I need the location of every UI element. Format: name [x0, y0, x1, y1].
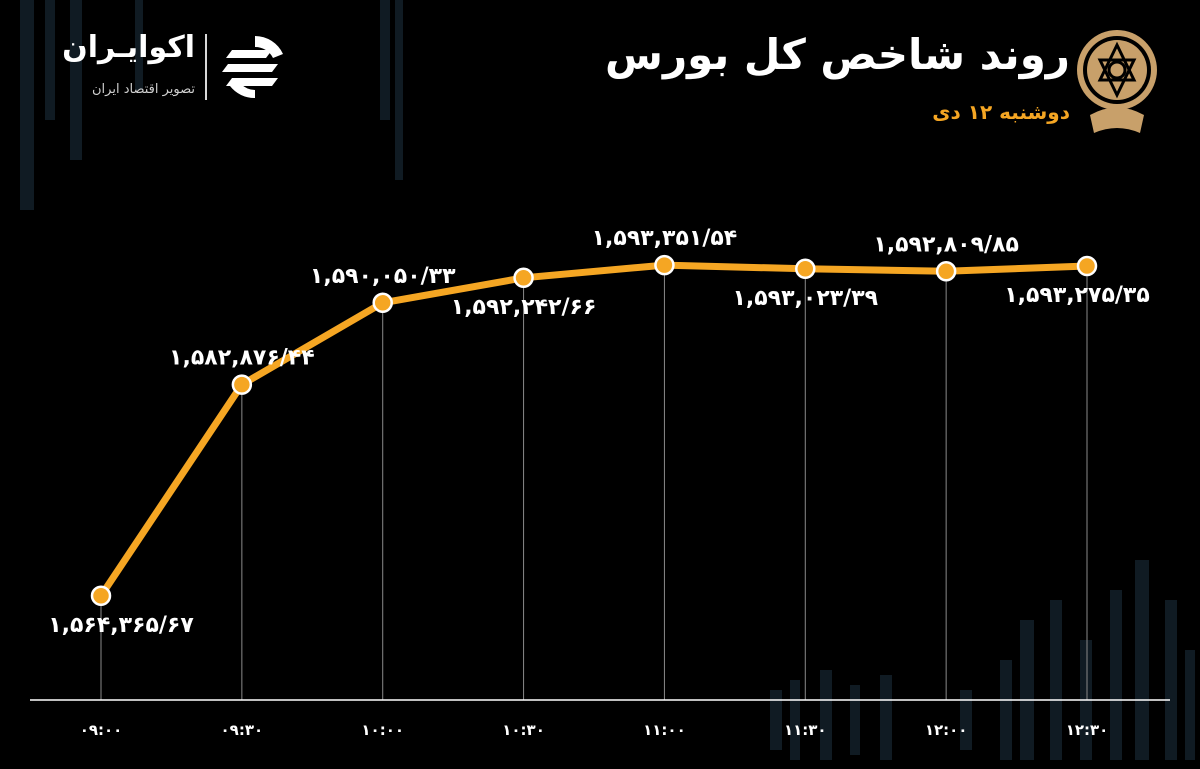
brand-mark-icon	[222, 36, 283, 99]
vertical-guides	[100, 265, 1088, 700]
data-labels: ۱,۵۶۴,۳۶۵/۶۷ ۱,۵۸۲,۸۷۶/۴۴ ۱,۵۹۰,۰۵۰/۳۳ ۱,۵۹…	[48, 226, 1150, 638]
brand-tagline: تصویر اقتصاد ایران	[92, 82, 195, 97]
data-label: ۱,۵۹۰,۰۵۰/۳۳	[310, 264, 456, 289]
data-point	[513, 267, 534, 289]
x-tick-label: ۱۱:۰۰	[643, 721, 686, 739]
data-point	[795, 258, 816, 280]
data-point	[231, 374, 253, 395]
background-bar	[1165, 600, 1177, 760]
brand-logo: اکوایـران تصویر اقتصاد ایران	[40, 30, 300, 110]
background-bar	[20, 0, 34, 210]
background-bar	[1110, 590, 1122, 760]
x-tick-label: ۰۹:۳۰	[221, 721, 264, 739]
data-point	[90, 585, 112, 607]
data-point	[654, 254, 675, 276]
brand-divider	[205, 34, 207, 100]
stock-exchange-seal-icon	[1077, 30, 1157, 133]
data-label: ۱,۵۹۳,۰۲۳/۳۹	[732, 286, 878, 311]
background-bar	[135, 0, 143, 90]
background-bar	[1185, 650, 1195, 760]
background-bar	[960, 690, 972, 750]
background-bar	[45, 0, 55, 120]
background-bar	[880, 675, 892, 760]
x-tick-label: ۱۰:۰۰	[361, 721, 404, 739]
data-label: ۱,۵۸۲,۸۷۶/۴۴	[169, 346, 315, 371]
background-bar	[770, 690, 782, 750]
x-tick-label: ۱۱:۳۰	[784, 721, 827, 739]
data-label: ۱,۵۹۳,۲۷۵/۳۵	[1004, 283, 1150, 308]
x-tick-label: ۱۲:۳۰	[1066, 721, 1109, 739]
data-point	[372, 292, 393, 314]
x-tick-label: ۰۹:۰۰	[80, 721, 123, 739]
background-decoration	[20, 0, 1195, 760]
background-bar	[820, 670, 832, 760]
data-point	[935, 261, 957, 282]
data-points	[90, 254, 1098, 607]
background-bar	[70, 0, 82, 160]
background-bar	[1000, 660, 1012, 760]
data-point	[1076, 255, 1098, 277]
x-tick-labels: ۰۹:۰۰ ۰۹:۳۰ ۱۰:۰۰ ۱۰:۳۰ ۱۱:۰۰ ۱۱:۳۰ ۱۲:۰۰ ۱۲:۳۰	[80, 721, 1109, 739]
background-bar	[790, 680, 800, 760]
background-bar	[850, 685, 860, 755]
brand-name: اکوایـران	[62, 30, 195, 65]
x-tick-label: ۱۰:۳۰	[502, 721, 545, 739]
x-tick-label: ۱۲:۰۰	[925, 721, 968, 739]
series-line	[97, 261, 1091, 600]
data-label: ۱,۵۹۲,۸۰۹/۸۵	[873, 232, 1019, 257]
background-bar	[395, 0, 403, 180]
background-bar	[380, 0, 390, 120]
page-title: روند شاخص کل بورس	[605, 30, 1070, 79]
data-label: ۱,۵۶۴,۳۶۵/۶۷	[48, 613, 194, 638]
background-bar	[1050, 600, 1062, 760]
date-label: دوشنبه ۱۲ دی	[932, 100, 1070, 124]
data-label: ۱,۵۹۲,۲۴۲/۶۶	[451, 295, 597, 320]
background-bar	[1020, 620, 1034, 760]
background-bar	[1135, 560, 1149, 760]
data-label: ۱,۵۹۳,۳۵۱/۵۴	[592, 226, 738, 251]
header: روند شاخص کل بورس دوشنبه ۱۲ دی	[510, 30, 1070, 130]
